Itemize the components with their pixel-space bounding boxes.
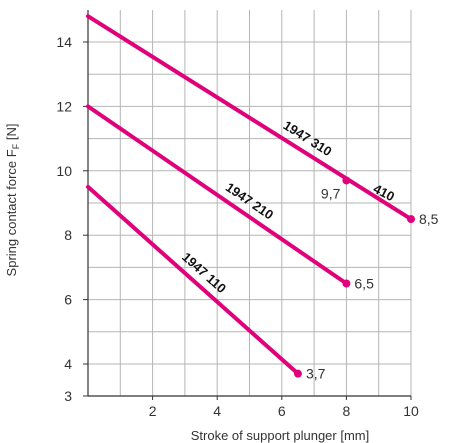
y-tick-label: 6 [64, 292, 72, 308]
y-tick-label: 10 [56, 163, 72, 179]
annotation-label: 410 [371, 181, 397, 204]
series-group [86, 14, 415, 378]
y-tick-label: 3 [64, 388, 72, 404]
y-axis-title-subscript: F [11, 143, 21, 149]
x-tick-label: 4 [213, 403, 221, 419]
series-line [86, 14, 413, 222]
y-tick-label: 4 [64, 356, 72, 372]
y-axis-title: Spring contact force FF [N] [4, 124, 21, 277]
axes: 2 4 6 8 10 3 4 6 8 10 12 14 Stroke of support plunge… [4, 10, 419, 443]
x-tick-label: 8 [343, 403, 351, 419]
data-point-marker [342, 279, 351, 288]
data-point-label: 8,5 [419, 211, 439, 227]
data-point-marker [407, 215, 415, 224]
x-tick-label: 10 [403, 403, 419, 419]
series-line [86, 104, 349, 286]
series-line [86, 184, 300, 376]
y-tick-label: 8 [64, 227, 72, 243]
data-point-marker [293, 369, 302, 378]
data-point-marker [342, 176, 351, 185]
data-point-label: 6,5 [354, 276, 374, 292]
y-tick-label: 12 [56, 98, 72, 114]
y-axis-title-unit: [N] [4, 124, 19, 144]
y-tick-label: 14 [56, 34, 72, 50]
x-axis-title: Stroke of support plunger [mm] [191, 428, 369, 443]
x-tick-label: 6 [278, 403, 286, 419]
y-axis-title-main: Spring contact force F [4, 149, 19, 276]
x-tick-label: 2 [149, 403, 157, 419]
grid [88, 10, 412, 396]
data-point-label: 9,7 [321, 185, 341, 201]
data-point-label: 3,7 [306, 366, 326, 382]
